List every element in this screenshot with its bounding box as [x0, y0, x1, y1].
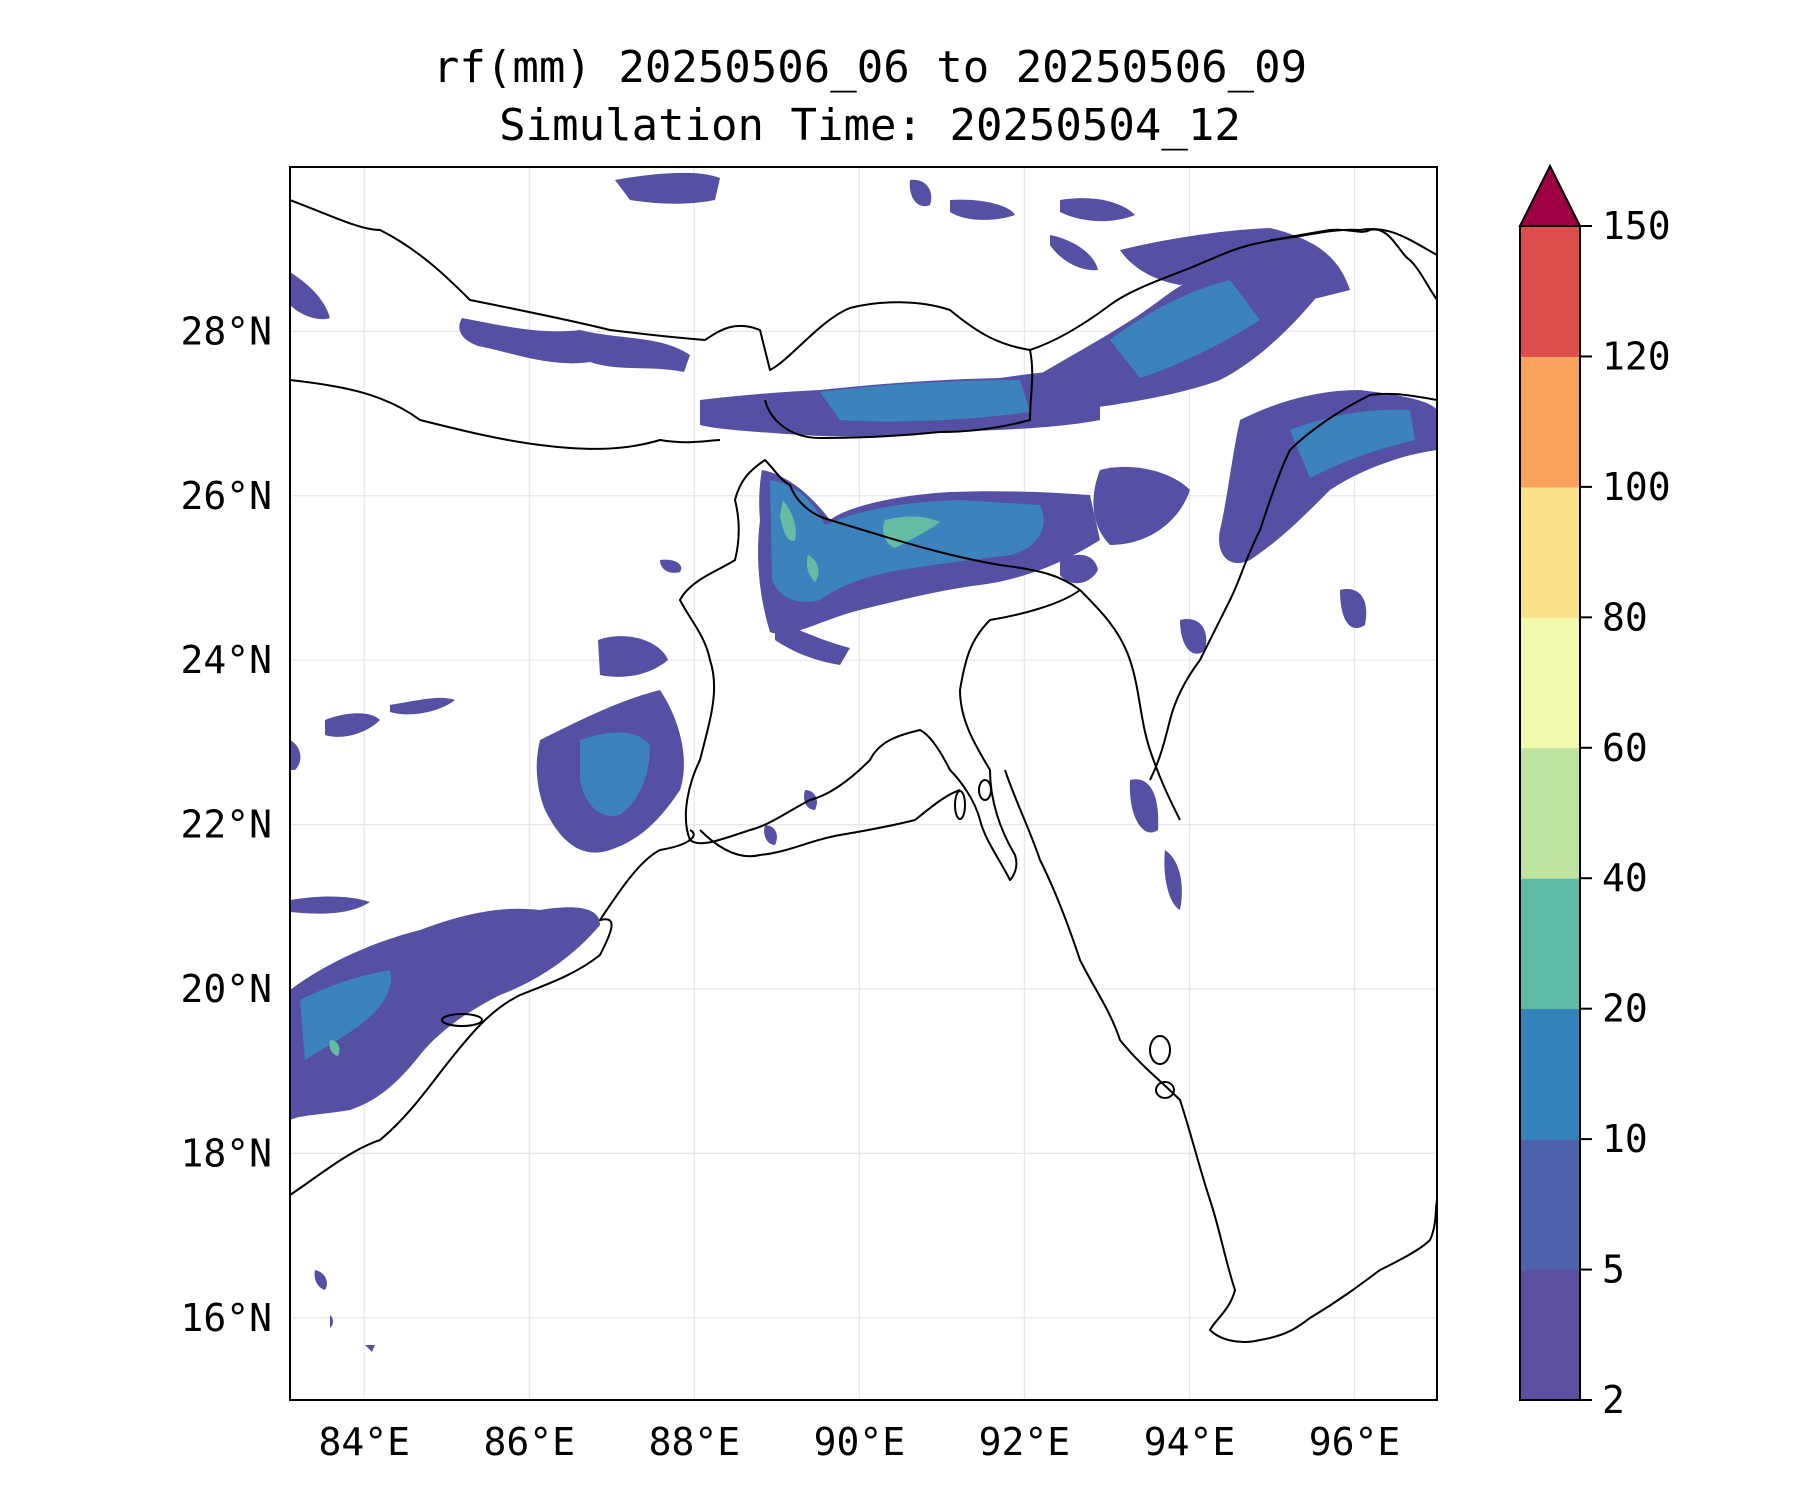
india-china-border — [1269, 228, 1437, 256]
colorbar-extend-arrow — [1518, 163, 1582, 227]
rain-patch — [1120, 228, 1350, 300]
rain-patch — [909, 179, 932, 207]
lat-tick-label: 28°N — [180, 309, 272, 353]
nepal-border — [290, 379, 721, 450]
rain-patch — [780, 500, 796, 541]
latitude-labels: 16°N 18°N 20°N 22°N 24°N 26°N 28°N — [180, 309, 272, 1339]
rain-patch — [325, 713, 380, 737]
rain-patch — [660, 559, 682, 573]
colorbar-segment — [1520, 617, 1580, 749]
rain-patch — [1180, 619, 1207, 654]
colorbar-segment — [1520, 486, 1580, 618]
rain-patch — [1050, 235, 1098, 271]
rain-patch — [390, 697, 455, 715]
island — [978, 779, 992, 801]
lon-tick-label: 88°E — [649, 1420, 741, 1464]
colorbar-level-label: 5 — [1602, 1248, 1625, 1292]
lat-tick-label: 18°N — [180, 1131, 272, 1175]
colorbar-segment — [1520, 1269, 1580, 1401]
colorbar: 2 5 10 20 40 60 80 100 120 150 — [1518, 163, 1671, 1422]
map-title: rf(mm) 20250506_06 to 20250506_09 — [432, 42, 1308, 93]
colorbar-segment — [1520, 1139, 1580, 1271]
colorbar-level-label: 120 — [1602, 334, 1671, 378]
colorbar-segment — [1520, 356, 1580, 488]
lat-tick-label: 16°N — [180, 1296, 272, 1340]
colorbar-level-label: 80 — [1602, 595, 1648, 639]
myanmar-border — [1149, 392, 1437, 781]
rain-patch — [1340, 589, 1367, 629]
arunachal-border — [1029, 228, 1437, 351]
rain-patch — [1093, 466, 1190, 545]
lon-tick-label: 86°E — [484, 1420, 576, 1464]
rain-patch — [764, 825, 777, 845]
lon-tick-label: 90°E — [814, 1420, 906, 1464]
rain-patch — [365, 1345, 375, 1352]
colorbar-level-label: 100 — [1602, 465, 1671, 509]
coastline — [1004, 769, 1437, 1343]
longitude-labels: 84°E 86°E 88°E 90°E 92°E 94°E 96°E — [319, 1420, 1401, 1464]
colorbar-level-label: 20 — [1602, 987, 1648, 1031]
lat-tick-label: 26°N — [180, 474, 272, 518]
map-frame — [289, 166, 1438, 1401]
lon-tick-label: 96°E — [1309, 1420, 1401, 1464]
rain-patch — [1164, 850, 1182, 910]
rain-patch — [775, 620, 850, 665]
lat-tick-label: 20°N — [180, 967, 272, 1011]
map-gridlines — [290, 167, 1437, 1400]
island — [1149, 1035, 1171, 1065]
tibet-border — [290, 199, 706, 341]
rain-patch — [950, 199, 1015, 220]
lon-tick-label: 84°E — [319, 1420, 411, 1464]
coastline — [699, 789, 961, 858]
lat-tick-label: 24°N — [180, 638, 272, 682]
colorbar-frame — [1519, 225, 1581, 1401]
map-boundaries — [290, 199, 1437, 1343]
rain-patch — [459, 318, 690, 372]
rain-patch — [1060, 554, 1098, 584]
colorbar-level-label: 10 — [1602, 1117, 1648, 1161]
lon-tick-label: 94°E — [1144, 1420, 1236, 1464]
island — [441, 1013, 483, 1027]
colorbar-segment — [1520, 226, 1580, 357]
island — [954, 790, 966, 820]
rain-patch — [806, 555, 819, 582]
colorbar-level-label: 150 — [1602, 204, 1671, 248]
rain-patch — [290, 740, 301, 770]
bhutan-border — [704, 301, 1034, 439]
rain-patch — [1129, 779, 1159, 833]
rain-patch — [330, 1315, 333, 1328]
lat-tick-label: 22°N — [180, 803, 272, 847]
colorbar-level-label: 40 — [1602, 856, 1648, 900]
coastline — [290, 829, 695, 1196]
rain-patch — [329, 1040, 340, 1056]
rain-patch — [1060, 198, 1135, 222]
rain-patch — [290, 272, 330, 320]
myanmar-border — [1079, 589, 1181, 821]
simulation-time-subtitle: Simulation Time: 20250504_12 — [499, 100, 1241, 151]
rain-patch — [598, 636, 668, 677]
colorbar-segment — [1520, 747, 1580, 879]
rain-patch — [314, 1270, 327, 1290]
colorbar-segment — [1520, 878, 1580, 1010]
colorbar-level-label: 2 — [1602, 1378, 1625, 1422]
rain-patch — [580, 732, 650, 816]
rain-patch — [1290, 409, 1415, 478]
lon-tick-label: 92°E — [979, 1420, 1071, 1464]
rain-patch — [290, 896, 370, 914]
rain-patch — [300, 970, 391, 1060]
bangladesh-border — [679, 459, 1081, 881]
colorbar-level-label: 60 — [1602, 726, 1648, 770]
rain-patch — [820, 380, 1030, 422]
rainfall-field — [290, 172, 1437, 1352]
rain-patch — [290, 907, 600, 1120]
island — [1155, 1081, 1175, 1099]
colorbar-segment — [1520, 1008, 1580, 1140]
rain-patch — [1110, 280, 1260, 378]
rain-patch — [615, 172, 720, 204]
